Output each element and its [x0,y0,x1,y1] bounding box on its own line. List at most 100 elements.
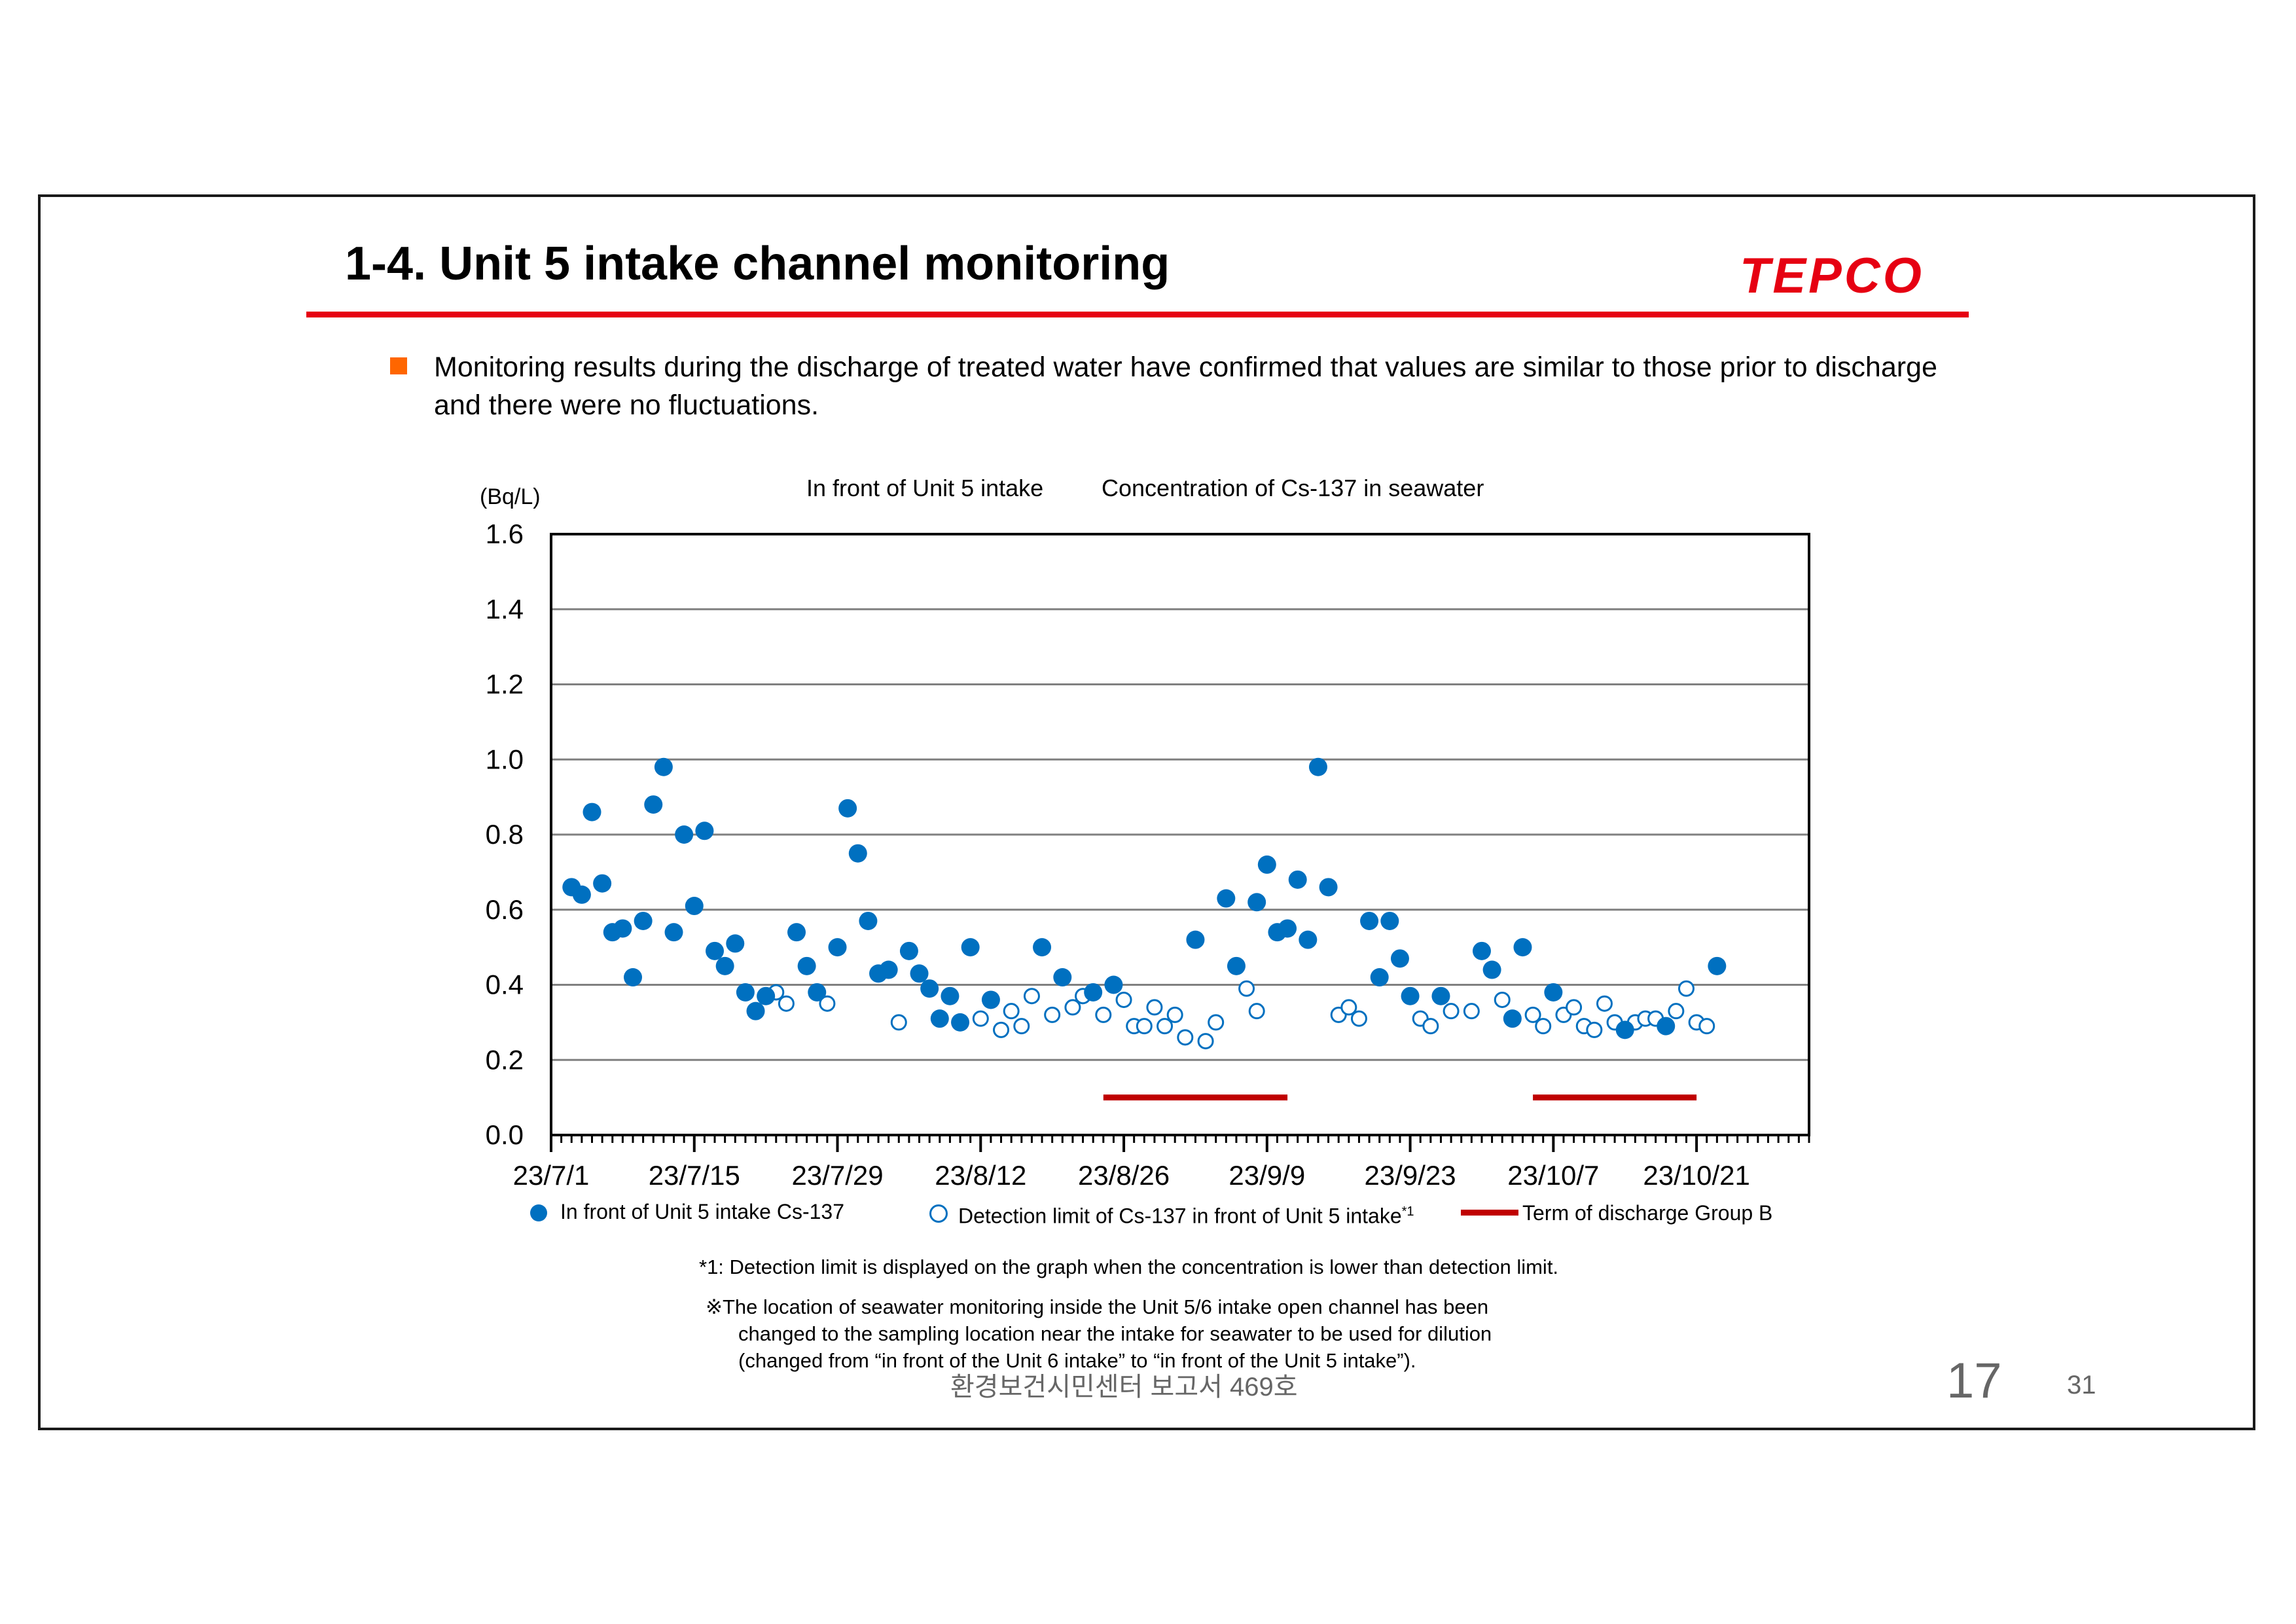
detection-limit-point [993,1021,1010,1038]
measured-point [859,911,878,930]
measured-point [1299,930,1318,949]
measured-point [572,885,591,904]
measured-point [1053,968,1072,987]
y-tick-label: 0.8 [486,819,524,850]
legend-filled-circle-icon [530,1204,547,1221]
detection-limit-point [1677,980,1695,997]
y-tick-label: 0.2 [486,1044,524,1075]
detection-limit-point [972,1010,989,1027]
detection-limit-point [1003,1003,1020,1020]
detection-limit-point [1668,1003,1685,1020]
legend-open-circle-icon [929,1204,948,1223]
note-line-2: changed to the sampling location near th… [738,1322,1492,1345]
y-tick-label: 1.2 [486,669,524,700]
detection-limit-point [1157,1018,1174,1035]
measured-point [787,923,806,942]
measured-point [736,983,755,1001]
y-tick-label: 0.6 [486,894,524,925]
x-tick-label: 23/8/26 [1078,1160,1170,1191]
measured-point [1657,1017,1676,1036]
measured-point [664,923,683,942]
measured-point [1503,1009,1522,1028]
measured-point [879,960,898,979]
y-tick-label: 1.0 [486,744,524,774]
detection-limit-point [1238,980,1255,997]
y-tick-label: 0.0 [486,1119,524,1150]
detection-limit-point [1494,991,1511,1008]
measured-point [1084,983,1103,1001]
measured-point [920,979,939,998]
legend-label-detection-limit-text: Detection limit of Cs-137 in front of Un… [958,1204,1402,1228]
measured-point [797,956,816,975]
detection-limit-point [1136,1018,1153,1035]
detection-limit-point [819,995,836,1012]
note-line-3: (changed from “in front of the Unit 6 in… [738,1349,1416,1372]
measured-point [1401,986,1420,1005]
detection-limit-point [1064,999,1081,1016]
gridlines [551,608,1809,1061]
page-number: 31 [2067,1371,2096,1399]
x-tick-marks [550,1135,1810,1152]
measured-point [981,990,1000,1009]
measured-point [1186,930,1205,949]
measured-point [1390,949,1409,968]
x-tick-label: 23/7/1 [513,1160,590,1191]
legend-label-discharge: Term of discharge Group B [1522,1201,1773,1225]
detection-limit-point [1197,1033,1214,1050]
x-tick-label: 23/7/29 [791,1160,883,1191]
detection-limit-point [1115,991,1132,1008]
detection-limit-point [1586,1021,1603,1038]
measured-point [593,874,612,893]
measured-point [899,941,918,960]
x-tick-label: 23/8/12 [935,1160,1026,1191]
plot-area-border [550,533,1810,1136]
measured-point [1278,919,1297,938]
detection-limit-point [1566,999,1583,1016]
measured-point [1482,960,1501,979]
detection-limit-point [1443,1003,1460,1020]
chart-title-right: Concentration of Cs-137 in seawater [1102,475,1484,501]
measured-point [613,919,632,938]
slide-title: 1-4. Unit 5 intake channel monitoring [345,238,1170,290]
measured-point [941,986,960,1005]
detection-limit-point [1350,1010,1367,1027]
measured-point [808,983,827,1001]
detection-limit-point [1095,1006,1112,1023]
measured-point [1615,1020,1634,1039]
slide-number: 17 [1946,1353,2002,1409]
detection-limit-point [1422,1018,1439,1035]
y-axis-unit: (Bq/L) [480,484,541,509]
measured-point [644,795,663,814]
y-tick-label: 1.6 [486,518,524,549]
detection-limit-point [1248,1003,1265,1020]
detection-limit-point [1698,1018,1715,1035]
x-tick-labels: 23/7/1 23/7/15 23/7/29 23/8/12 23/8/26 23/9/9… [513,1160,1750,1191]
measured-point [951,1013,970,1032]
measured-points [562,757,1727,1039]
bullet-text: Monitoring results during the discharge … [434,352,1937,421]
detection-limit-point [1146,999,1163,1016]
measured-point [1104,975,1123,994]
y-tick-label: 0.4 [486,969,524,1000]
measured-point [726,934,745,953]
measured-point [848,844,867,863]
x-tick-label: 23/10/21 [1643,1160,1750,1191]
measured-point [583,803,601,821]
note-location-change: ※The location of seawater monitoring ins… [706,1293,1492,1374]
x-tick-label: 23/9/9 [1229,1160,1305,1191]
x-tick-label: 23/10/7 [1507,1160,1599,1191]
x-tick-label: 23/9/23 [1365,1160,1456,1191]
detection-limit-points [768,980,1715,1050]
measured-point [1708,956,1727,975]
measured-point [1217,889,1236,908]
measured-point [746,1001,765,1020]
measured-point [706,941,725,960]
measured-point [654,757,673,776]
detection-limit-point [1044,1006,1061,1023]
legend-red-line-icon [1461,1210,1518,1216]
measured-point [930,1009,949,1028]
detection-limit-point [1208,1014,1225,1031]
measured-point [1370,968,1389,987]
detection-limit-point [778,995,795,1012]
detection-limit-point [1535,1018,1552,1035]
